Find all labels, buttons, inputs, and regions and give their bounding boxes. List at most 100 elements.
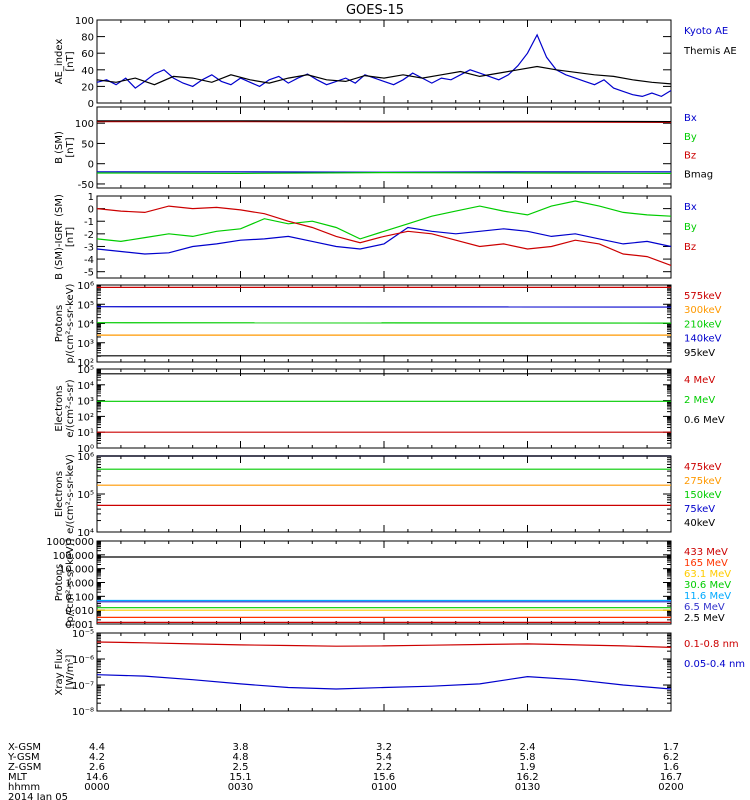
y-tick-label: 10⁻⁵ — [72, 629, 94, 640]
y-tick-label: 10³ — [77, 397, 94, 408]
panel-7: 0.001 0.010 0.100 1.000 10.000 100.000 1000.00… — [46, 537, 731, 631]
legend-entry: 0.05-0.4 nm — [684, 659, 745, 670]
panel-frame — [96, 19, 672, 104]
legend-entry: 4 MeV — [684, 375, 715, 386]
y-axis-label: [p/(cm²-s-sr-keV)] — [65, 539, 76, 627]
legend-entry: 2 MeV — [684, 395, 715, 406]
y-tick-label: 1 — [88, 192, 94, 203]
y-tick-label: 10⁴ — [77, 528, 94, 539]
y-tick-label: 0.010 — [65, 606, 94, 617]
panel-1: 0 20 40 60 80 100 AE_index [nT] Kyoto AE Themis A… — [54, 16, 737, 110]
legend-entry: Bx — [684, 202, 697, 213]
ephemeris-value: 16.2 — [516, 772, 538, 783]
y-tick-label: 10² — [77, 412, 94, 423]
y-tick-label: 10² — [77, 358, 94, 369]
y-tick-label: -5 — [84, 268, 94, 279]
legend-entry: 575keV — [684, 291, 722, 302]
y-axis-label: p/(cm²-s-sr-keV) — [65, 283, 76, 363]
y-axis-label: Electrons — [54, 385, 65, 431]
y-tick-label: 80 — [81, 33, 94, 44]
ephemeris-value: 2.2 — [376, 762, 392, 773]
ephemeris-row-label: hhmm — [8, 782, 40, 793]
y-tick-label: 0 — [88, 99, 94, 110]
y-tick-label: 20 — [81, 82, 94, 93]
series-line — [96, 200, 672, 243]
y-tick-label: 10⁵ — [77, 300, 94, 311]
y-tick-label: 10⁶ — [77, 452, 94, 463]
y-tick-label: 10⁻⁶ — [72, 655, 94, 666]
ephemeris-row-label: Z-GSM — [8, 762, 41, 773]
legend-entry: 150keV — [684, 490, 722, 501]
y-tick-label: 10⁻⁷ — [72, 681, 94, 692]
y-tick-label: 10¹ — [77, 428, 94, 439]
y-tick-label: -4 — [84, 255, 94, 266]
panel-2: -50 0 50 100 B (SM) [nT] Bx By Bz Bmag — [54, 106, 713, 191]
y-tick-label: 1000.000 — [46, 537, 94, 548]
legend-entry: Bx — [684, 113, 697, 124]
panel-3: -5 -4 -3-2 -10 1 B (SM)-IGRF (SM) [nT] Bx By Bz — [54, 192, 697, 280]
legend-entry: Kyoto AE — [684, 26, 728, 37]
y-tick-label: 10³ — [77, 339, 94, 350]
chart-title: GOES-15 — [346, 3, 404, 18]
y-axis-label: [nT] — [65, 227, 76, 247]
legend-entry: By — [684, 222, 697, 233]
panel-frame — [96, 368, 672, 449]
y-tick-label: 100 — [75, 16, 94, 27]
y-tick-label: 0 — [88, 205, 94, 216]
legend-entry: Bz — [684, 151, 696, 162]
ephemeris-value: 14.6 — [86, 772, 108, 783]
series-line — [96, 205, 672, 266]
panel-frame — [96, 455, 672, 533]
series-line — [96, 65, 672, 86]
ephemeris-value: 1.6 — [663, 762, 679, 773]
ephemeris-value: 2.5 — [233, 762, 249, 773]
y-axis-label: AE_index — [54, 39, 65, 85]
panel-8: 10⁻⁸ 10⁻⁷ 10⁻⁶ 10⁻⁵ Xray Flux [W/m²] 0.1-0.8 n… — [54, 629, 745, 718]
y-tick-label: -2 — [84, 230, 94, 241]
y-axis-label: e/(cm²-s-sr) — [65, 379, 76, 437]
y-tick-label: 60 — [81, 49, 94, 60]
legend-entry: 11.6 MeV — [684, 591, 731, 602]
legend-entry: 30.6 MeV — [684, 580, 731, 591]
legend-entry: 75keV — [684, 504, 715, 515]
y-axis-label: B (SM) — [54, 131, 65, 164]
y-tick-label: 0 — [88, 160, 94, 171]
legend-entry: 2.5 MeV — [684, 613, 725, 624]
panel-5: 10⁰ 10¹ 10² 10³ 10⁴ 10⁵ Electrons e/(cm²-s-sr) 4… — [54, 365, 725, 455]
legend-entry: 210keV — [684, 319, 722, 330]
y-tick-label: -3 — [84, 242, 94, 253]
y-axis-label: [nT] — [65, 137, 76, 157]
y-axis-label: [nT] — [65, 51, 76, 71]
legend-entry: 6.5 MeV — [684, 602, 725, 613]
ephemeris-row-label: X-GSM — [8, 742, 41, 753]
y-tick-label: 10⁴ — [77, 381, 94, 392]
ephemeris-value: 3.8 — [233, 742, 249, 753]
ephemeris-value: 15.1 — [229, 772, 251, 783]
ephemeris-row-label: 2014 Jan 05 — [8, 792, 68, 800]
ephemeris-value: 4.2 — [89, 752, 105, 763]
panel-frame — [96, 540, 672, 625]
legend-entry: 95keV — [684, 348, 715, 359]
legend-entry: Bmag — [684, 169, 713, 180]
ephemeris-value: 1.9 — [520, 762, 536, 773]
ephemeris-value: 0000 — [84, 782, 109, 793]
legend-entry: 165 MeV — [684, 558, 728, 569]
y-tick-label: -50 — [78, 180, 94, 191]
y-tick-label: 10⁻⁸ — [72, 707, 94, 718]
ephemeris-value: 5.8 — [520, 752, 536, 763]
y-axis-label: B (SM)-IGRF (SM) — [54, 194, 65, 280]
series-line — [96, 33, 672, 98]
series-line — [97, 120, 672, 123]
y-tick-label: 1.000 — [65, 579, 94, 590]
ephemeris-value: 15.6 — [373, 772, 395, 783]
y-axis-label: e/(cm²-s-sr-keV) — [65, 454, 76, 534]
ephemeris-value: 2.4 — [520, 742, 536, 753]
y-tick-label: 0.001 — [65, 620, 94, 631]
y-axis-label: Protons — [54, 305, 65, 342]
series-line — [96, 226, 672, 255]
ephemeris-value: 0200 — [658, 782, 683, 793]
legend-entry: 275keV — [684, 476, 722, 487]
y-tick-label: 10⁵ — [77, 490, 94, 501]
y-tick-label: -1 — [84, 217, 94, 228]
